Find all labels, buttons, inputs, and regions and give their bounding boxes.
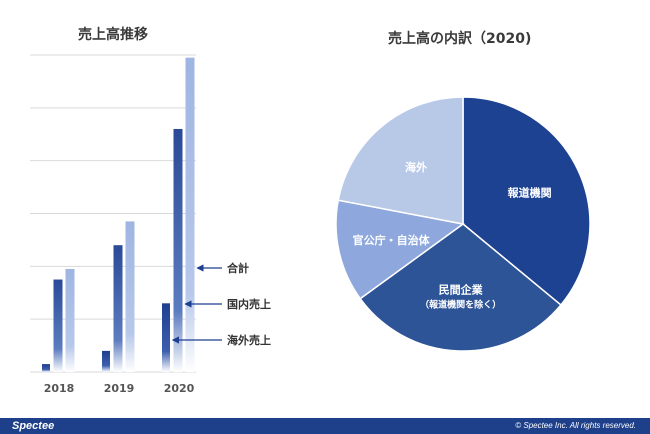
pie-label-海外: 海外	[405, 160, 427, 174]
pie-slice-報道機関	[462, 96, 591, 307]
spectee-logo: Spectee	[12, 420, 55, 432]
pie-chart-title: 売上高の内訳（2020)	[388, 31, 532, 47]
bar-chart-title: 売上高推移	[78, 27, 148, 43]
bar-国内売上-2018	[53, 279, 63, 372]
bar-海外売上-2018	[42, 364, 50, 372]
x-tick-label: 2020	[164, 382, 195, 395]
bar-合計-2018	[65, 268, 75, 372]
legend-label-海外売上: 海外売上	[227, 333, 271, 347]
pie-label-報道機関: 報道機関	[508, 186, 552, 200]
pie-sublabel: （報道機関を除く）	[420, 299, 501, 311]
bar-国内売上-2020	[173, 128, 183, 372]
x-tick-label: 2018	[44, 382, 75, 395]
legend-label-国内売上: 国内売上	[227, 297, 271, 311]
pie-label-官公庁・自治体: 官公庁・自治体	[353, 233, 431, 247]
bar-合計-2019	[125, 221, 135, 372]
pie-slice-官公庁・自治体	[335, 199, 465, 300]
legend-label-合計: 合計	[227, 261, 249, 275]
bar-合計-2020	[185, 57, 195, 373]
pie-slice-民間企業	[359, 223, 562, 352]
pie-label-民間企業: 民間企業	[439, 283, 484, 297]
copyright-text: © Spectee Inc. All rights reserved.	[515, 421, 636, 430]
footer-bar: Spectee © Spectee Inc. All rights reserv…	[0, 418, 650, 434]
bar-海外売上-2020	[162, 303, 170, 372]
x-tick-label: 2019	[104, 382, 135, 395]
pie-slice-海外	[337, 96, 464, 225]
bar-海外売上-2019	[102, 350, 110, 372]
bar-国内売上-2019	[113, 245, 123, 372]
